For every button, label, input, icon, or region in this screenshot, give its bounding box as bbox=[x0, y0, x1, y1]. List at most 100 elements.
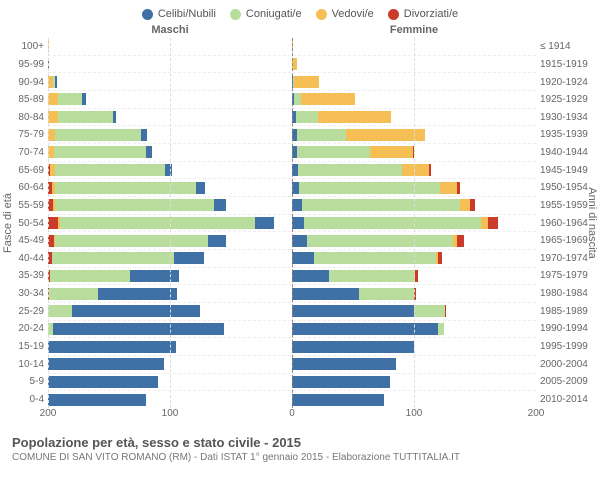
segment bbox=[292, 341, 414, 353]
grid-line bbox=[414, 38, 415, 408]
age-label: 75-79 bbox=[0, 126, 44, 144]
segment bbox=[55, 129, 140, 141]
segment bbox=[460, 199, 470, 211]
year-label: 1915-1919 bbox=[540, 56, 600, 74]
legend-label: Divorziati/e bbox=[404, 8, 458, 20]
segment bbox=[60, 217, 255, 229]
age-label: 10-14 bbox=[0, 355, 44, 373]
year-label: 1975-1979 bbox=[540, 267, 600, 285]
segment bbox=[314, 252, 436, 264]
segment bbox=[429, 164, 431, 176]
year-label: 1985-1989 bbox=[540, 302, 600, 320]
legend-item: Celibi/Nubili bbox=[142, 8, 216, 20]
segment bbox=[48, 305, 72, 317]
age-label: 80-84 bbox=[0, 109, 44, 127]
column-headers: Maschi Femmine bbox=[0, 24, 600, 36]
segment bbox=[55, 235, 208, 247]
segment bbox=[292, 358, 396, 370]
legend-label: Coniugati/e bbox=[246, 8, 302, 20]
segment bbox=[301, 93, 356, 105]
segment bbox=[52, 252, 174, 264]
segment bbox=[292, 288, 359, 300]
x-tick: 100 bbox=[406, 408, 423, 419]
age-label: 100+ bbox=[0, 38, 44, 56]
segment bbox=[414, 305, 445, 317]
segment bbox=[53, 323, 224, 335]
female-header: Femmine bbox=[292, 24, 536, 36]
segment bbox=[296, 111, 318, 123]
age-label: 5-9 bbox=[0, 373, 44, 391]
segment bbox=[292, 199, 302, 211]
age-label: 35-39 bbox=[0, 267, 44, 285]
male-header: Maschi bbox=[48, 24, 292, 36]
year-label: 1920-1924 bbox=[540, 73, 600, 91]
age-label: 85-89 bbox=[0, 91, 44, 109]
segment bbox=[470, 199, 475, 211]
age-label: 15-19 bbox=[0, 338, 44, 356]
segment bbox=[457, 182, 461, 194]
segment bbox=[113, 111, 117, 123]
segment bbox=[292, 305, 414, 317]
segment bbox=[174, 252, 205, 264]
x-axis: 2001000100200 bbox=[48, 408, 536, 423]
footer-title: Popolazione per età, sesso e stato civil… bbox=[12, 435, 590, 450]
year-label: 1940-1944 bbox=[540, 144, 600, 162]
segment bbox=[130, 270, 179, 282]
segment bbox=[48, 217, 58, 229]
chart-area: Fasce di età 100+95-9990-9485-8980-8475-… bbox=[0, 38, 600, 408]
segment bbox=[48, 394, 146, 406]
plot bbox=[48, 38, 536, 408]
legend-label: Vedovi/e bbox=[332, 8, 374, 20]
segment bbox=[488, 217, 498, 229]
segment bbox=[298, 164, 402, 176]
year-label: 2000-2004 bbox=[540, 355, 600, 373]
age-label: 0-4 bbox=[0, 391, 44, 409]
x-tick: 200 bbox=[528, 408, 545, 419]
year-label: 1935-1939 bbox=[540, 126, 600, 144]
footer: Popolazione per età, sesso e stato civil… bbox=[12, 435, 590, 463]
segment bbox=[48, 358, 164, 370]
legend-swatch bbox=[388, 9, 399, 20]
segment bbox=[445, 305, 446, 317]
segment bbox=[292, 376, 390, 388]
year-label: 1930-1934 bbox=[540, 109, 600, 127]
legend-label: Celibi/Nubili bbox=[158, 8, 216, 20]
segment bbox=[55, 182, 195, 194]
segment bbox=[50, 270, 129, 282]
segment bbox=[48, 111, 58, 123]
segment bbox=[297, 129, 346, 141]
segment bbox=[292, 182, 299, 194]
segment bbox=[457, 235, 464, 247]
segment bbox=[48, 129, 55, 141]
segment bbox=[481, 217, 488, 229]
segment bbox=[299, 182, 439, 194]
segment bbox=[208, 235, 226, 247]
age-label: 30-34 bbox=[0, 285, 44, 303]
segment bbox=[72, 305, 200, 317]
segment bbox=[146, 146, 152, 158]
segment bbox=[55, 164, 165, 176]
segment bbox=[55, 76, 56, 88]
x-tick: 0 bbox=[289, 408, 295, 419]
segment bbox=[292, 394, 384, 406]
segment bbox=[438, 252, 442, 264]
year-label: 1995-1999 bbox=[540, 338, 600, 356]
segment bbox=[58, 111, 113, 123]
segment bbox=[292, 235, 307, 247]
age-label: 20-24 bbox=[0, 320, 44, 338]
segment bbox=[255, 217, 273, 229]
segment bbox=[307, 235, 453, 247]
segment bbox=[292, 217, 304, 229]
segment bbox=[415, 270, 417, 282]
age-label: 65-69 bbox=[0, 161, 44, 179]
segment bbox=[292, 252, 314, 264]
grid-line bbox=[170, 38, 171, 408]
segment bbox=[214, 199, 226, 211]
segment bbox=[304, 217, 481, 229]
segment bbox=[48, 376, 158, 388]
segment bbox=[438, 323, 444, 335]
segment bbox=[48, 93, 58, 105]
year-label: 1990-1994 bbox=[540, 320, 600, 338]
segment bbox=[141, 129, 147, 141]
segment bbox=[402, 164, 429, 176]
